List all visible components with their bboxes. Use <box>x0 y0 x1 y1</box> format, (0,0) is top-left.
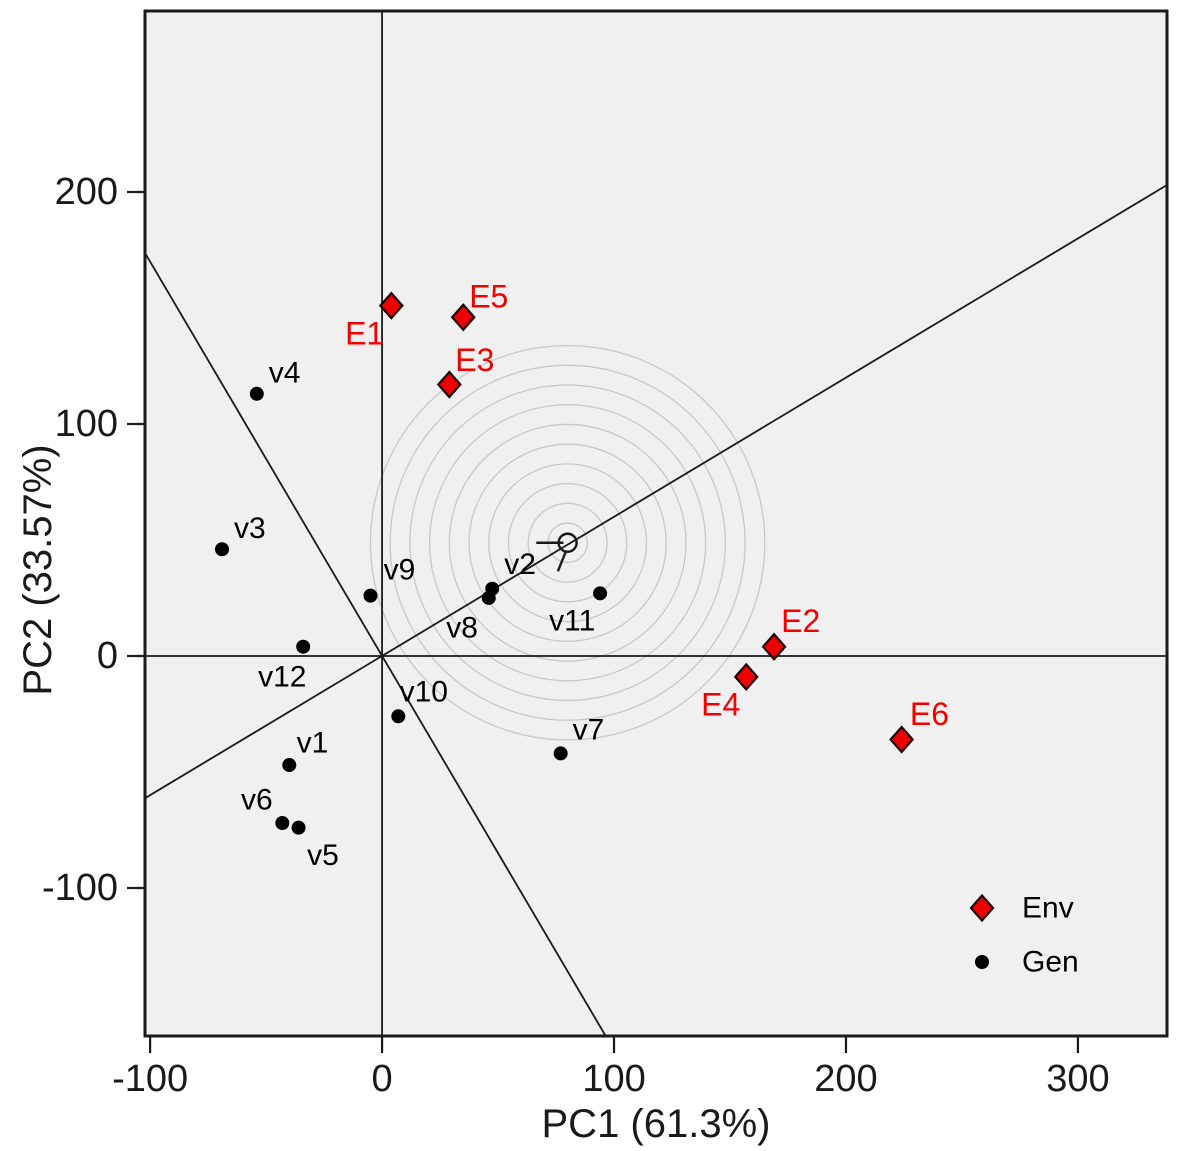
gen-label-v3: v3 <box>234 512 266 545</box>
env-label-E5: E5 <box>469 278 508 314</box>
gen-point-v10 <box>391 709 406 724</box>
env-label-E1: E1 <box>345 315 384 351</box>
perpendicular-axis <box>145 252 607 1036</box>
gen-point-v4 <box>249 386 264 401</box>
env-label-E6: E6 <box>910 696 949 732</box>
gen-label-v8: v8 <box>446 612 478 645</box>
env-point-E3 <box>436 370 462 399</box>
average-environment-axis <box>145 184 1167 799</box>
legend-gen-marker <box>975 955 989 969</box>
x-tick-label-0: 0 <box>371 1058 392 1100</box>
concentric-ring-7 <box>428 404 707 682</box>
y-tick-label-0: 0 <box>97 635 118 677</box>
concentric-ring-8 <box>409 384 727 702</box>
gen-label-v12: v12 <box>258 660 306 693</box>
gen-label-v6: v6 <box>241 783 273 816</box>
concentric-ring-9 <box>389 364 746 721</box>
y-tick-label-200: 200 <box>55 171 118 213</box>
env-point-E1 <box>378 291 404 320</box>
legend-label-Gen: Gen <box>1022 946 1079 979</box>
env-point-E5 <box>450 303 476 332</box>
x-tick-label-100: 100 <box>582 1058 645 1100</box>
average-env-circle-marker <box>557 532 578 553</box>
concentric-ring-5 <box>468 443 667 642</box>
legend-label-Env: Env <box>1022 892 1074 925</box>
gen-label-v11: v11 <box>549 605 595 638</box>
concentric-ring-4 <box>488 463 648 623</box>
y-axis-title: PC2 (33.57%) <box>16 444 60 695</box>
gen-point-v1 <box>282 758 297 773</box>
gen-point-v6 <box>275 816 290 831</box>
concentric-ring-6 <box>448 423 687 662</box>
plot-area <box>145 11 1167 1036</box>
gen-label-v2: v2 <box>504 548 536 581</box>
env-point-E6 <box>889 725 915 754</box>
concentric-ring-10 <box>369 344 766 741</box>
x-tick-label-200: 200 <box>814 1058 877 1100</box>
plot-geometry: E1 E2 E3 E4 E5 E6 v1 v2 v3 v4 v5 v6 v7 v8 v9 v10 v11 v12 <box>145 11 1167 1036</box>
average-env-arrow-segment-2 <box>556 550 568 572</box>
gen-point-v11 <box>593 586 608 601</box>
x-axis-title: PC1 (61.3%) <box>542 1102 771 1146</box>
env-label-E3: E3 <box>455 342 494 378</box>
gen-label-v10: v10 <box>400 675 448 708</box>
gen-label-v4: v4 <box>269 356 301 389</box>
gen-point-v5 <box>291 820 306 835</box>
gen-label-v9: v9 <box>384 554 416 587</box>
y-tick-label-100: 100 <box>55 403 118 445</box>
gen-point-v9 <box>363 588 378 603</box>
legend: Env Gen <box>969 892 1079 979</box>
y-tick-label--100: -100 <box>42 867 118 909</box>
env-label-E2: E2 <box>781 603 820 639</box>
x-tick-label-300: 300 <box>1046 1058 1109 1100</box>
gen-label-v1: v1 <box>297 726 329 759</box>
plot-frame <box>143 9 1169 1038</box>
concentric-ring-2 <box>527 502 608 583</box>
gen-point-v3 <box>215 542 230 557</box>
env-point-E4 <box>733 662 759 692</box>
concentric-ring-3 <box>507 482 628 603</box>
legend-env-marker <box>969 893 995 923</box>
x-tick-label--100: -100 <box>112 1058 188 1100</box>
env-point-E2 <box>761 632 787 661</box>
env-label-E4: E4 <box>701 687 740 723</box>
gen-label-v7: v7 <box>573 714 605 747</box>
gen-point-v8 <box>481 590 496 605</box>
gen-label-v5: v5 <box>307 839 339 872</box>
gen-point-v7 <box>553 746 568 761</box>
gen-point-v12 <box>296 639 311 654</box>
